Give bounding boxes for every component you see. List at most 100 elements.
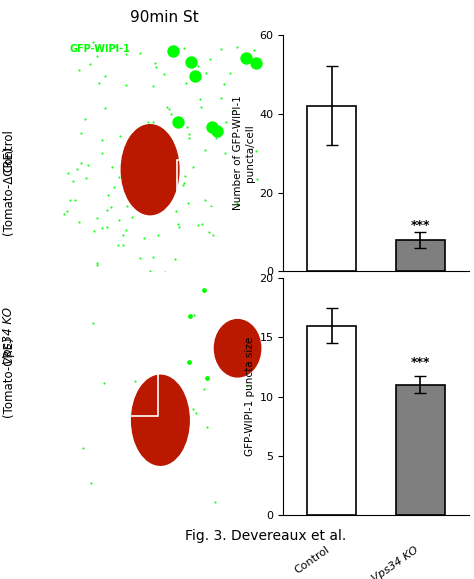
Point — [164, 102, 171, 112]
Point — [174, 233, 182, 242]
Point — [61, 209, 68, 218]
Point — [207, 201, 215, 211]
Point — [202, 68, 210, 78]
Point — [217, 94, 225, 103]
Point — [152, 63, 160, 72]
Point — [194, 61, 201, 71]
Point — [181, 43, 188, 52]
Point — [122, 80, 130, 90]
Point — [174, 219, 182, 229]
Point — [201, 384, 208, 394]
Point — [96, 78, 103, 87]
Point — [185, 130, 193, 139]
Point — [222, 118, 229, 127]
Point — [123, 201, 131, 211]
Point — [104, 222, 111, 231]
Point — [244, 382, 251, 391]
Bar — [396, 240, 445, 272]
Point — [211, 497, 219, 507]
Point — [141, 233, 148, 243]
Point — [87, 478, 94, 488]
Point — [82, 173, 90, 182]
Point — [146, 266, 154, 276]
Text: (Tomato-ΔCRE): (Tomato-ΔCRE) — [2, 146, 15, 236]
Bar — [396, 384, 445, 515]
Point — [98, 135, 106, 145]
Text: Control: Control — [293, 299, 332, 331]
Point — [79, 444, 87, 453]
Point — [149, 118, 157, 127]
Bar — [117, 358, 158, 416]
Text: Control: Control — [293, 544, 332, 576]
Text: GFP-WIPI-1: GFP-WIPI-1 — [70, 44, 131, 54]
Point — [185, 133, 192, 142]
Point — [116, 172, 123, 181]
Point — [222, 148, 229, 157]
Text: Control: Control — [2, 129, 15, 172]
Point — [109, 162, 116, 171]
Point — [201, 196, 209, 205]
Point — [136, 253, 144, 262]
Point — [182, 172, 189, 181]
Point — [122, 49, 129, 58]
Point — [86, 60, 94, 69]
Point — [162, 270, 169, 280]
Point — [227, 69, 234, 78]
Point — [154, 230, 161, 240]
Point — [116, 131, 124, 140]
Point — [182, 78, 190, 87]
Point — [179, 181, 187, 190]
Point — [99, 148, 106, 157]
Point — [166, 310, 174, 319]
Point — [233, 199, 241, 208]
Point — [128, 212, 136, 222]
Point — [115, 215, 123, 224]
Point — [90, 318, 97, 328]
Point — [104, 190, 111, 199]
Point — [235, 200, 242, 209]
Point — [110, 182, 118, 192]
Point — [81, 115, 89, 124]
Point — [161, 267, 169, 277]
Point — [90, 37, 97, 46]
Point — [93, 261, 100, 270]
Text: (Tomato-CRE): (Tomato-CRE) — [2, 336, 15, 417]
Ellipse shape — [121, 124, 179, 215]
Point — [149, 81, 156, 90]
Point — [167, 109, 174, 119]
Point — [172, 255, 179, 264]
Point — [250, 45, 257, 54]
Bar — [308, 325, 356, 515]
Text: 90min St: 90min St — [130, 10, 199, 25]
Point — [103, 206, 111, 215]
Point — [192, 409, 200, 418]
Point — [101, 72, 109, 81]
Point — [194, 220, 201, 229]
Point — [173, 206, 180, 215]
Point — [112, 41, 120, 50]
Text: Vps34 KO: Vps34 KO — [2, 307, 15, 364]
Point — [100, 378, 108, 387]
Point — [196, 94, 204, 104]
Point — [64, 168, 72, 178]
Point — [94, 213, 101, 222]
Text: ***: *** — [411, 219, 430, 232]
Point — [63, 207, 71, 216]
Point — [203, 422, 211, 431]
Point — [71, 195, 79, 204]
Point — [69, 177, 76, 186]
Point — [119, 230, 127, 240]
Point — [189, 405, 196, 414]
Point — [185, 270, 192, 279]
Point — [131, 377, 138, 386]
Point — [209, 230, 217, 240]
Point — [233, 42, 241, 52]
Point — [220, 79, 228, 88]
Text: Fig. 3. Devereaux et al.: Fig. 3. Devereaux et al. — [185, 529, 346, 543]
Point — [114, 240, 121, 250]
Text: Vps34 KO: Vps34 KO — [371, 299, 420, 338]
Point — [180, 178, 188, 187]
Point — [84, 160, 92, 170]
Point — [229, 107, 237, 116]
Point — [93, 51, 100, 60]
